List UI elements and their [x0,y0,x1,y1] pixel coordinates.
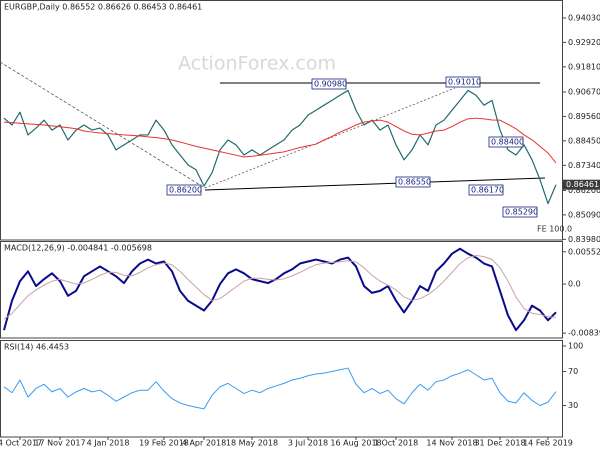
x-tick-label: 4 Jan 2018 [87,439,130,448]
level-label: 0.88400 [491,138,524,147]
level-label-box [166,184,202,196]
y-tick-label: 0.89560 [568,112,600,121]
y-tick-label: -0.008395 [568,329,600,338]
macd-line [3,247,557,332]
macd-title: MACD(12,26,9) -0.004841 -0.005698 [4,244,152,253]
x-tick-label: 3 Jul 2018 [288,439,328,448]
level-label: 0.90980 [314,80,347,89]
x-tick-label: 19 Feb 2018 [139,439,189,448]
y-tick-label: 0.86200 [568,186,600,195]
price-title: EURGBP,Daily 0.86552 0.86626 0.86453 0.8… [4,3,202,12]
x-tick-label: 16 Aug 2018 [330,439,381,448]
last-price-box [563,179,600,190]
rsi-title: RSI(14) 46.4453 [4,343,69,352]
y-tick-label: 0.88450 [568,136,600,145]
y-tick-label: 0.92920 [568,38,600,47]
x-tick-label: 18 May 2018 [226,439,278,448]
panel-frames [0,0,563,438]
level-label: 0.91010 [448,78,481,87]
level-label-box [468,184,504,196]
level-label-box [502,206,538,218]
price-line [3,89,557,205]
moving-average [3,117,557,164]
level-label-box [488,136,524,148]
level-label: 0.86550 [398,178,431,187]
y-tick-label: 0.90670 [568,87,600,96]
level-label-box [311,78,347,90]
y-tick-label: 0.0 [568,280,581,289]
signal-line [3,254,557,320]
x-tick-label: 14 Feb 2019 [523,439,573,448]
y-tick-label: 0.91810 [568,62,600,71]
y-tick-label: 0.94030 [568,13,600,22]
trend-lines [0,61,546,191]
level-label-box [445,76,481,88]
y-tick-label: 100 [568,341,583,350]
y-tick-label: 0.87340 [568,161,600,170]
level-label: 0.85290 [505,208,538,217]
level-label: 0.86170 [471,186,504,195]
y-tick-label: 0.005521 [568,247,600,256]
x-tick-label: 14 Nov 2018 [426,439,477,448]
y-tick-label: 70 [568,367,578,376]
level-label: 0.86200 [169,186,202,195]
level-label-box [395,176,431,188]
x-tick-label: 4 Apr 2018 [182,439,226,448]
y-tick-label: 0.85090 [568,210,600,219]
x-tick-label: 31 Dec 2018 [474,439,525,448]
last-price-label: 0.86461 [566,180,599,189]
x-tick-label: 17 Nov 2017 [34,439,85,448]
y-tick-label: 30 [568,401,578,410]
rsi-line [3,367,557,410]
fe-label: FE 100.0 [537,225,572,234]
x-tick-label: 4 Oct 2017 [0,439,42,448]
watermark: ActionForex.com [178,53,336,75]
y-tick-label: 0.83980 [568,235,600,244]
x-tick-label: 1 Oct 2018 [374,439,418,448]
